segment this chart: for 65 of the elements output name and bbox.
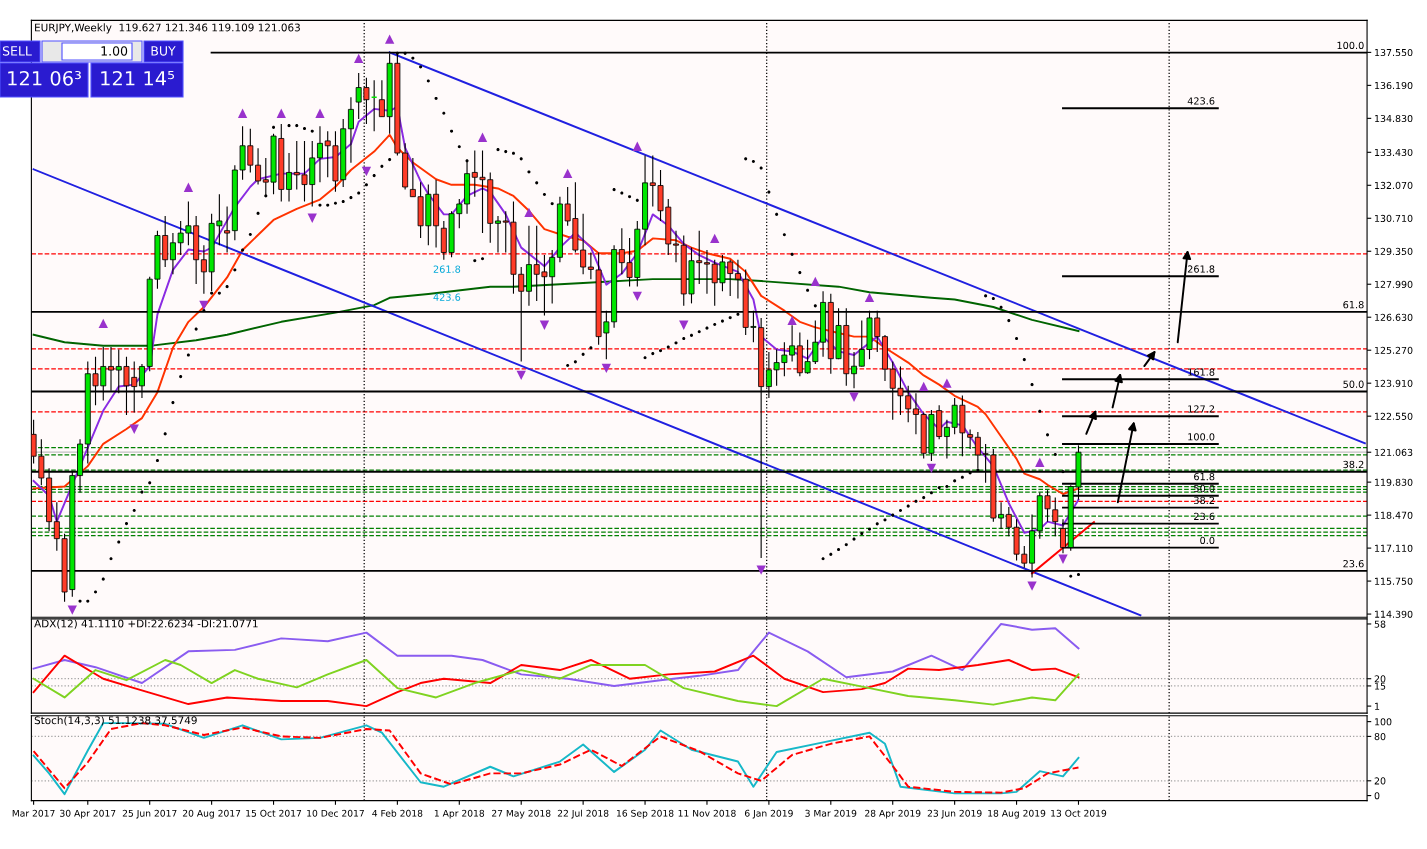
- y-tick-label: 130.710: [1375, 214, 1413, 222]
- y-tick-label: 15: [1375, 682, 1386, 690]
- annotation: 423.6: [433, 293, 461, 301]
- annotation: 121 06³: [8, 70, 81, 86]
- y-tick-label: 136.190: [1375, 81, 1413, 90]
- y-tick-label: 20: [1374, 675, 1386, 683]
- chart-title: ADX(12) 41.1110 +DI:22.6234 -DI:21.0771: [34, 619, 258, 629]
- y-tick-label: 119.830: [1375, 478, 1413, 486]
- x-tick-label: 23 Jun 2019: [927, 809, 982, 819]
- y-tick-label: 127.990: [1375, 280, 1413, 288]
- x-tick-label: 22 Jul 2018: [557, 809, 609, 819]
- y-tick-label: 100: [1375, 718, 1392, 726]
- chart-title: EURJPY,Weekly 119.627 121.346 119.109 121.063: [35, 23, 300, 34]
- y-tick-label: 132.070: [1375, 181, 1413, 190]
- y-tick-label: 118.470: [1375, 511, 1413, 519]
- annotation: 121 14⁵: [101, 70, 174, 86]
- annotation: 23.6: [1343, 560, 1364, 568]
- x-tick-label: 30 Apr 2017: [60, 809, 116, 819]
- annotation: 100.0: [1188, 433, 1215, 441]
- y-tick-label: 125.270: [1375, 346, 1413, 354]
- annotation: 0.0: [1200, 536, 1215, 545]
- x-tick-label: Mar 2017: [12, 809, 55, 817]
- y-tick-label: 20: [1374, 777, 1386, 785]
- y-tick-label: 134.830: [1375, 114, 1413, 123]
- y-tick-label: 122.550: [1375, 412, 1413, 420]
- annotation: 161.8: [1188, 368, 1215, 376]
- x-tick-label: 11 Nov 2018: [678, 809, 736, 817]
- x-tick-label: 1 Apr 2018: [434, 809, 485, 819]
- annotation: 423.6: [1187, 97, 1215, 105]
- y-tick-label: 0: [1374, 792, 1380, 800]
- y-tick-label: 114.390: [1375, 610, 1413, 618]
- annotation: SELL: [2, 46, 32, 56]
- annotation: 127.2: [1188, 405, 1215, 413]
- x-tick-label: 18 Aug 2019: [988, 809, 1046, 819]
- x-tick-label: 4 Feb 2018: [372, 809, 423, 817]
- x-tick-label: 16 Sep 2018: [617, 809, 674, 819]
- annotation: BUY: [151, 46, 176, 56]
- x-tick-label: 10 Dec 2017: [307, 809, 364, 817]
- annotation: 50.0: [1343, 380, 1364, 388]
- x-tick-label: 28 Apr 2019: [865, 809, 921, 819]
- x-tick-label: 20 Aug 2017: [182, 809, 241, 819]
- y-tick-label: 123.910: [1375, 379, 1413, 387]
- annotation: 61.8: [1343, 300, 1364, 309]
- y-tick-label: 129.350: [1375, 247, 1413, 255]
- annotation: 1.00: [101, 46, 128, 56]
- y-tick-label: 58: [1374, 620, 1386, 628]
- y-tick-label: 117.110: [1375, 544, 1413, 552]
- y-tick-label: 80: [1374, 732, 1386, 741]
- x-tick-label: 25 Jun 2017: [122, 809, 177, 819]
- x-tick-label: 13 Oct 2019: [1051, 809, 1107, 817]
- y-tick-label: 121.063: [1375, 448, 1413, 456]
- y-tick-label: 133.430: [1375, 148, 1413, 157]
- x-tick-label: 15 Oct 2017: [246, 809, 302, 817]
- annotation: 61.8: [1194, 472, 1215, 481]
- annotation: 261.8: [1187, 265, 1215, 273]
- annotation: 38.2: [1343, 460, 1364, 469]
- x-tick-label: 27 May 2018: [492, 809, 551, 819]
- y-tick-label: 115.750: [1375, 577, 1413, 585]
- y-tick-label: 1: [1375, 702, 1380, 710]
- y-tick-label: 126.630: [1375, 313, 1413, 321]
- annotation: 261.8: [433, 265, 461, 273]
- y-tick-label: 137.550: [1375, 48, 1413, 57]
- x-tick-label: 3 Mar 2019: [805, 809, 857, 817]
- annotation: 100.0: [1337, 41, 1364, 50]
- x-tick-label: 6 Jan 2019: [744, 809, 793, 819]
